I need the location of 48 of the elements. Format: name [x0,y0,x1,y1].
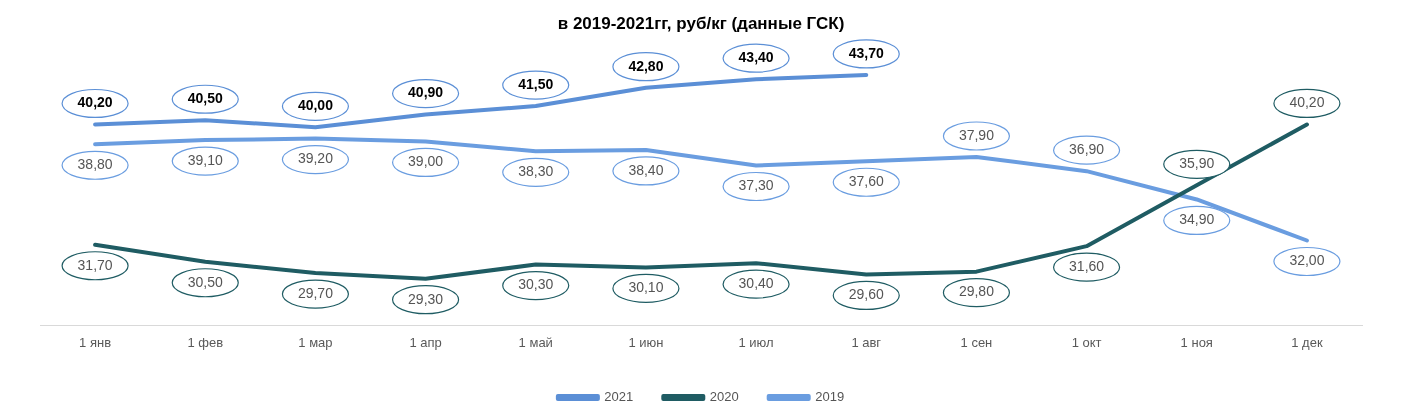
legend-label: 2021 [604,389,634,405]
data-label: 31,70 [77,256,113,273]
x-tick-label: 1 мар [298,334,333,350]
x-tick-label: 1 апр [409,334,442,350]
data-label: 39,00 [408,153,444,170]
data-label: 42,80 [628,57,664,74]
data-label: 29,70 [297,284,334,301]
data-label: 29,30 [408,290,444,307]
data-label: 30,50 [187,273,223,290]
data-label: 32,00 [1289,252,1325,269]
data-label: 43,70 [848,44,884,61]
data-label: 30,10 [628,279,664,296]
data-label: 29,60 [848,286,884,303]
chart-title: в 2019-2021гг, руб/кг (данные ГСК) [557,13,845,33]
x-tick-label: 1 сен [960,334,993,350]
data-label: 38,30 [518,163,554,180]
data-label: 40,20 [77,94,113,111]
data-label: 43,40 [738,49,774,66]
data-label: 30,30 [518,276,554,293]
data-label: 39,20 [297,150,334,167]
data-label: 34,90 [1179,211,1215,228]
data-label: 37,60 [848,173,884,190]
legend-label: 2019 [815,389,845,405]
data-label: 37,30 [738,177,774,194]
data-label: 37,90 [958,126,995,143]
data-label: 35,90 [1179,155,1215,172]
x-tick-label: 1 ноя [1180,334,1213,350]
legend-label: 2020 [709,389,739,405]
x-tick-label: 1 май [518,334,553,350]
data-label: 40,50 [187,90,223,107]
data-label: 38,40 [628,161,664,178]
data-label: 39,10 [187,151,223,168]
data-label: 30,40 [738,275,774,291]
x-tick-label: 1 авг [851,334,882,350]
x-tick-label: 1 июл [738,334,774,350]
x-tick-label: 1 июн [628,334,664,350]
data-label: 41,50 [518,75,554,92]
x-tick-label: 1 окт [1071,334,1102,350]
data-label: 40,00 [297,97,334,114]
data-label: 40,90 [408,84,444,101]
data-label: 31,60 [1069,258,1105,275]
x-tick-label: 1 янв [79,334,112,350]
data-label: 36,90 [1069,141,1105,158]
data-label: 38,80 [77,156,113,173]
data-label: 40,20 [1289,94,1325,111]
x-tick-label: 1 фев [187,334,224,350]
data-label: 29,80 [958,283,995,300]
x-tick-label: 1 дек [1291,334,1323,350]
